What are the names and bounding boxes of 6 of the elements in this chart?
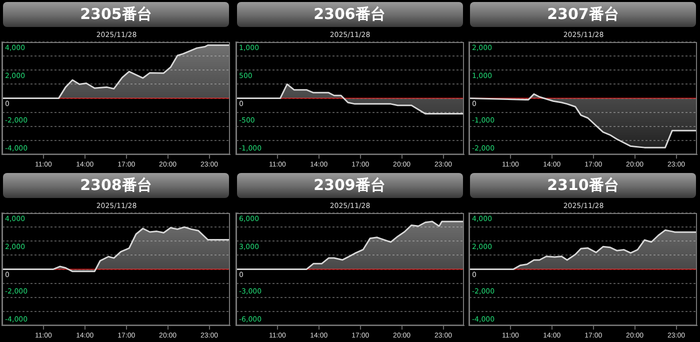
- chart-title: 2310番台: [470, 173, 696, 198]
- chart-title: 2307番台: [470, 2, 696, 27]
- chart-title: 2308番台: [3, 173, 229, 198]
- chart-title: 2305番台: [3, 2, 229, 27]
- chart-title: 2306番台: [236, 2, 462, 27]
- chart-title: 2309番台: [236, 173, 462, 198]
